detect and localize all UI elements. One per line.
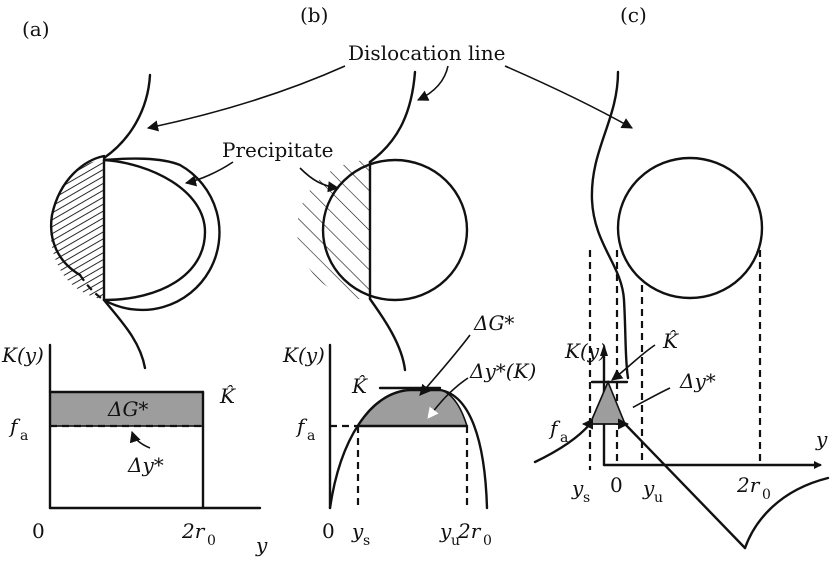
panel-b-precipitate <box>297 70 469 372</box>
panel-b-2r0-sub: 0 <box>483 533 492 549</box>
panel-c-ys-sub: s <box>583 490 590 506</box>
panel-c-label: (c) <box>620 3 647 27</box>
panel-c-fa-sub: a <box>560 430 568 446</box>
panel-c-2r0-sub: 0 <box>762 487 771 503</box>
panel-a-2r0-sub: 0 <box>207 533 216 549</box>
panel-c-k-curve-rise <box>743 476 830 550</box>
panel-b-graph: K(y) K̂ f a ΔG* Δy*(K) 0 y s y u 2r 0 <box>282 311 536 549</box>
panel-c-dy-label: Δy* <box>679 369 716 393</box>
panel-a-graph: K(y) K̂ f a ΔG* Δy* 0 2r 0 y <box>1 343 268 557</box>
panel-c-xaxis-label: y <box>815 427 828 451</box>
panel-a-xaxis-label: y <box>255 533 268 557</box>
panel-a-origin: 0 <box>32 519 45 543</box>
dislocation-arrow-a <box>146 65 346 132</box>
panel-b-2r0: 2r <box>457 519 482 543</box>
panel-b-label: (b) <box>300 3 328 27</box>
panel-b-khat: K̂ <box>351 374 368 398</box>
panel-c-yaxis-label: K(y) <box>564 339 607 363</box>
panel-b-yu: y <box>439 519 452 543</box>
panel-c-yu: y <box>642 476 655 500</box>
panel-a-label: (a) <box>22 17 50 41</box>
panel-b-fa-sub: a <box>307 428 315 444</box>
panel-c-graph: K(y) K̂ Δy* f a y 0 y s y u 2r 0 <box>533 329 830 550</box>
panel-c-khat: K̂ <box>662 329 679 353</box>
panel-c-ys: y <box>571 476 584 500</box>
panel-c-yu-sub: u <box>654 490 663 506</box>
precipitate-label: Precipitate <box>222 138 333 162</box>
dislocation-arrow-c <box>504 65 633 129</box>
panel-c-2r0: 2r <box>736 473 761 497</box>
panel-a-khat: K̂ <box>219 384 236 408</box>
panel-a-fa-sub: a <box>20 428 28 444</box>
panel-a-dg-label: ΔG* <box>107 397 148 421</box>
precipitate-arrow-a <box>184 161 234 187</box>
panel-a-yaxis-label: K(y) <box>1 343 44 367</box>
panel-b-dg-label: ΔG* <box>473 311 514 335</box>
panel-b-origin: 0 <box>322 519 335 543</box>
panel-b-yu-sub: u <box>451 533 460 549</box>
panel-b-dy-label: Δy*(K) <box>469 359 536 383</box>
panel-c-origin: 0 <box>610 473 623 497</box>
panel-c-k-curve-down <box>623 422 747 550</box>
panel-c-precipitate <box>588 70 764 470</box>
panel-c-dy-region <box>588 379 627 425</box>
dislocation-arrow-b <box>416 65 449 101</box>
panel-a-2r0: 2r <box>181 519 206 543</box>
panel-b-ys: y <box>351 519 364 543</box>
dislocation-line-label: Dislocation line <box>348 41 505 65</box>
panel-a-precipitate <box>49 73 221 370</box>
panel-a-dy-label: Δy* <box>127 453 164 477</box>
panel-b-yaxis-label: K(y) <box>282 343 325 367</box>
panel-b-ys-sub: s <box>363 533 370 549</box>
panel-b-dg-region <box>356 389 469 427</box>
